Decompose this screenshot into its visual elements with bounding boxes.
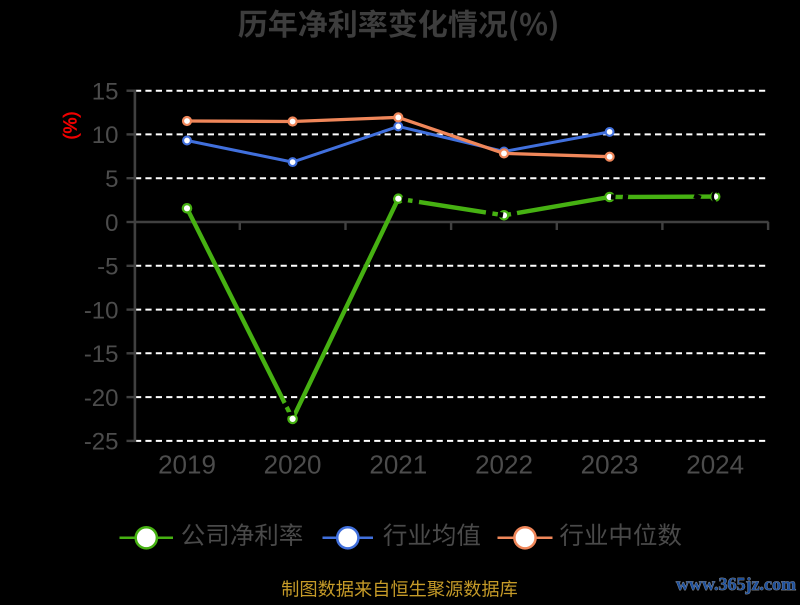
svg-text:2024: 2024 [686,450,744,480]
svg-text:(%): (%) [61,112,81,140]
svg-text:-25: -25 [84,429,119,456]
svg-text:2019: 2019 [158,450,216,480]
svg-text:0: 0 [105,210,118,237]
svg-text:-5: -5 [97,254,118,281]
svg-text:2022: 2022 [475,450,533,480]
svg-text:-20: -20 [84,385,119,412]
svg-text:2023: 2023 [581,450,639,480]
svg-text:10: 10 [92,122,119,149]
svg-text:www.365jz.com: www.365jz.com [676,574,796,594]
svg-text:2020: 2020 [264,450,322,480]
svg-text:2021: 2021 [369,450,427,480]
svg-text:15: 15 [92,78,119,105]
svg-text:-10: -10 [84,297,119,324]
svg-text:5: 5 [105,166,118,193]
svg-text:-15: -15 [84,341,119,368]
